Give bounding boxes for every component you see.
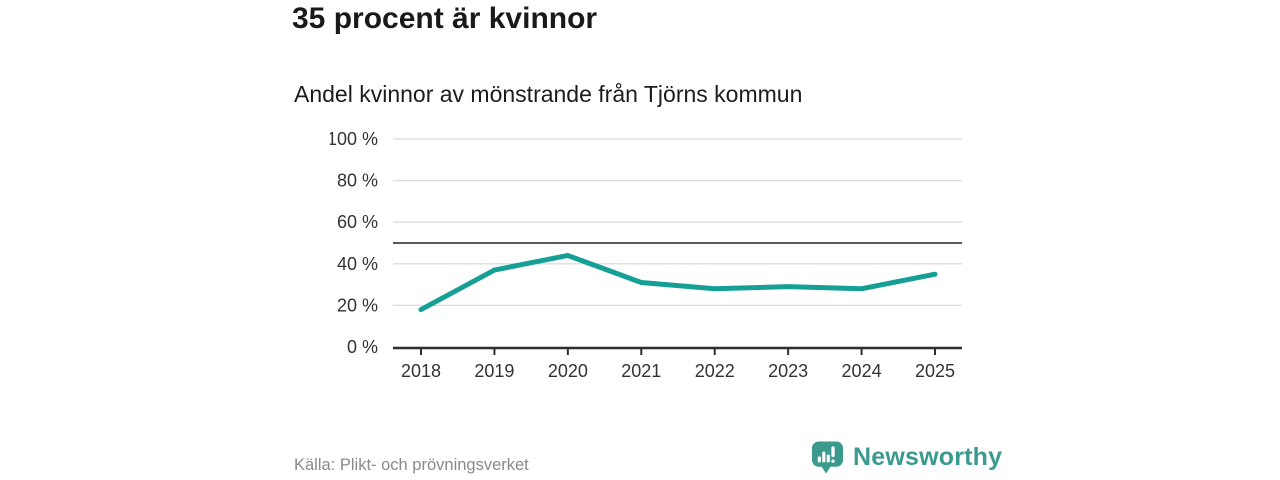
data-line-andel-kvinnor bbox=[418, 252, 938, 313]
x-axis-tick-label: 2024 bbox=[842, 361, 882, 381]
y-axis-tick-label: 100 % bbox=[330, 129, 378, 149]
bar-chart-speech-bubble-icon bbox=[811, 441, 844, 474]
chart-subtitle: Andel kvinnor av mönstrande från Tjörns … bbox=[294, 81, 803, 107]
y-axis-tick-label: 20 % bbox=[337, 295, 378, 315]
y-axis-tick-label: 0 % bbox=[347, 337, 378, 357]
x-axis-tick-label: 2020 bbox=[548, 361, 588, 381]
newsworthy-logo[interactable]: Newsworthy bbox=[810, 440, 1002, 475]
logo-exclamation-bar bbox=[831, 446, 835, 458]
logo-bar-2 bbox=[822, 451, 826, 463]
x-axis-tick-label: 2019 bbox=[474, 361, 514, 381]
chart-canvas: 0 % 20 % 40 % 60 % 80 % 100 % 2018 2019 2020 2021… bbox=[327, 129, 962, 381]
line-chart: 0 % 20 % 40 % 60 % 80 % 100 % 2018 2019 2020 2021… bbox=[327, 125, 990, 395]
page-title: 35 procent är kvinnor bbox=[292, 2, 598, 35]
x-axis-tick-label: 2018 bbox=[401, 361, 441, 381]
x-axis-tick-label: 2023 bbox=[768, 361, 808, 381]
x-axis-tick-label: 2025 bbox=[915, 361, 955, 381]
x-axis-tick-label: 2022 bbox=[695, 361, 735, 381]
y-axis-tick-label: 40 % bbox=[337, 254, 378, 274]
y-axis-tick-label: 60 % bbox=[337, 212, 378, 232]
y-axis-tick-label: 80 % bbox=[337, 171, 378, 191]
logo-exclamation-dot bbox=[831, 459, 835, 463]
x-axis-tick-label: 2021 bbox=[621, 361, 661, 381]
logo-bar-3 bbox=[826, 454, 830, 463]
logo-bar-1 bbox=[817, 456, 821, 463]
brand-name: Newsworthy bbox=[853, 443, 1003, 471]
source-note: Källa: Plikt- och prövningsverket bbox=[294, 456, 529, 474]
